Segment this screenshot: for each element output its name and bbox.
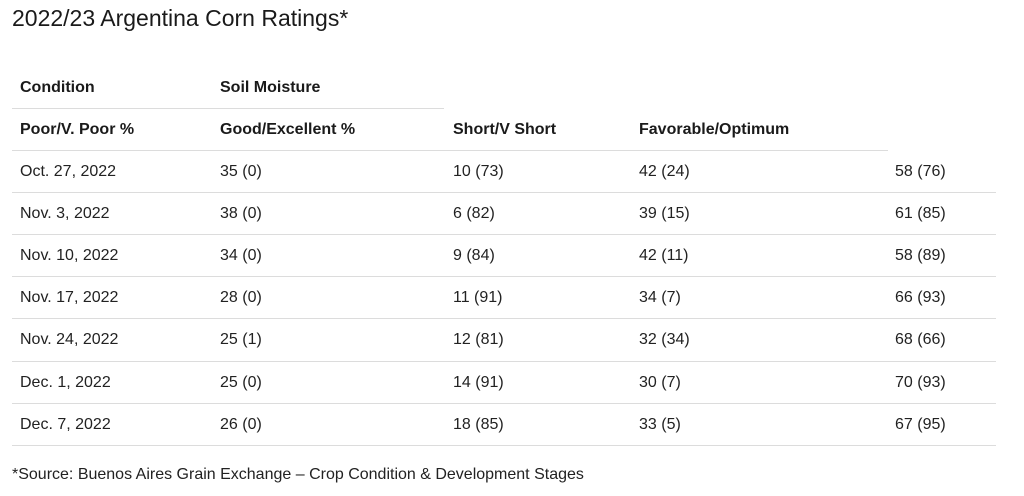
- cell-value: 26 (0): [220, 416, 262, 433]
- cell-value: 33 (5): [639, 416, 681, 433]
- cell-value: 30 (7): [639, 374, 681, 391]
- cell-value: 12 (81): [453, 331, 504, 348]
- cell-value: 61 (85): [895, 205, 946, 222]
- row-divider: [12, 192, 996, 193]
- row-divider: [12, 403, 996, 404]
- cell-value: 25 (0): [220, 374, 262, 391]
- cell-value: 68 (66): [895, 331, 946, 348]
- cell-value: 10 (73): [453, 163, 504, 180]
- cell-value: 14 (91): [453, 374, 504, 391]
- cell-value: 42 (11): [639, 247, 689, 264]
- page-title: 2022/23 Argentina Corn Ratings*: [12, 5, 349, 31]
- header-soil-moisture: Soil Moisture: [220, 79, 321, 96]
- cell-value: 70 (93): [895, 374, 946, 391]
- header-divider-bottom: [12, 150, 888, 151]
- cell-value: 28 (0): [220, 289, 262, 306]
- header-short-vshort: Short/V Short: [453, 121, 557, 138]
- cell-value: 58 (76): [895, 163, 946, 180]
- row-divider: [12, 276, 996, 277]
- cell-date: Nov. 17, 2022: [20, 289, 119, 306]
- source-note: *Source: Buenos Aires Grain Exchange – C…: [12, 466, 584, 483]
- cell-value: 32 (34): [639, 331, 690, 348]
- cell-date: Oct. 27, 2022: [20, 163, 117, 180]
- header-favorable-optimum: Favorable/Optimum: [639, 121, 790, 138]
- cell-date: Dec. 1, 2022: [20, 374, 111, 391]
- row-divider: [12, 234, 996, 235]
- cell-value: 18 (85): [453, 416, 504, 433]
- cell-value: 34 (0): [220, 247, 262, 264]
- cell-date: Dec. 7, 2022: [20, 416, 111, 433]
- cell-value: 39 (15): [639, 205, 690, 222]
- cell-value: 34 (7): [639, 289, 681, 306]
- cell-date: Nov. 10, 2022: [20, 247, 119, 264]
- cell-date: Nov. 24, 2022: [20, 331, 119, 348]
- cell-value: 66 (93): [895, 289, 946, 306]
- row-divider: [12, 318, 996, 319]
- cell-value: 9 (84): [453, 247, 495, 264]
- cell-value: 25 (1): [220, 331, 262, 348]
- row-divider: [12, 445, 996, 446]
- header-good-excellent: Good/Excellent %: [220, 121, 356, 138]
- cell-value: 6 (82): [453, 205, 495, 222]
- row-divider: [12, 361, 996, 362]
- cell-date: Nov. 3, 2022: [20, 205, 110, 222]
- cell-value: 42 (24): [639, 163, 690, 180]
- header-divider-top: [12, 108, 444, 109]
- cell-value: 58 (89): [895, 247, 946, 264]
- cell-value: 11 (91): [453, 289, 503, 306]
- cell-value: 35 (0): [220, 163, 262, 180]
- cell-value: 38 (0): [220, 205, 262, 222]
- cell-value: 67 (95): [895, 416, 946, 433]
- header-condition: Condition: [20, 79, 95, 96]
- header-poor-vpoor: Poor/V. Poor %: [20, 121, 135, 138]
